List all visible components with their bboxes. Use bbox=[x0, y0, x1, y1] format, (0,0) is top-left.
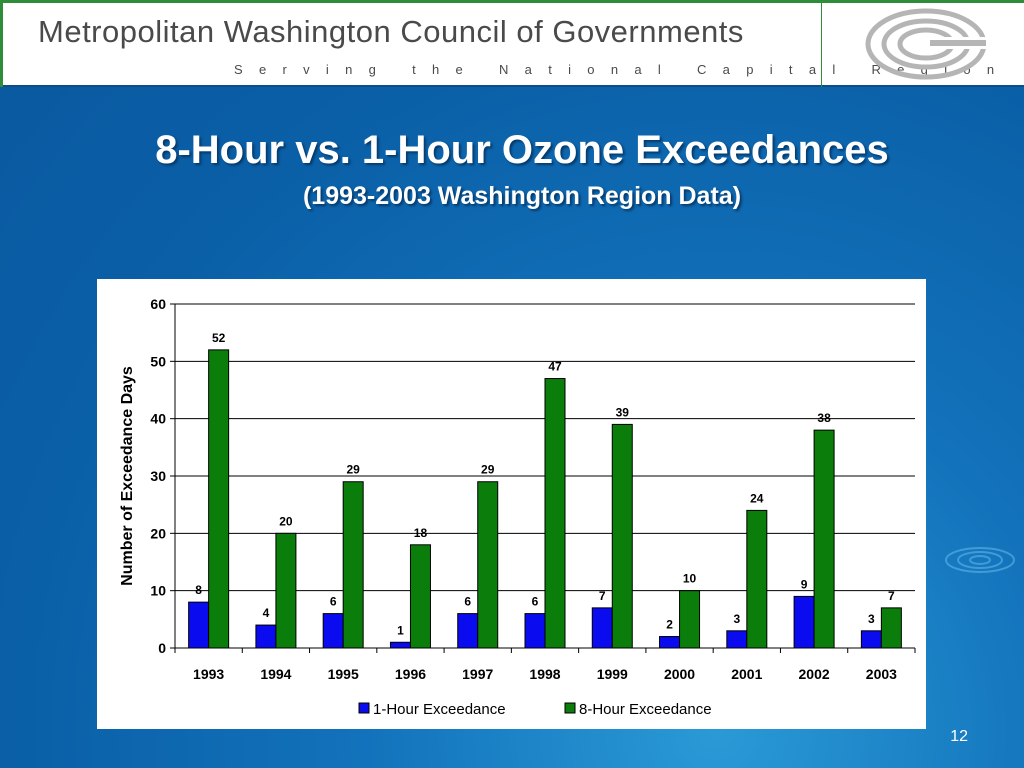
data-label: 6 bbox=[330, 595, 337, 609]
x-tick-label: 2000 bbox=[664, 666, 695, 682]
legend-label: 1-Hour Exceedance bbox=[373, 701, 506, 718]
data-label: 2 bbox=[666, 618, 673, 632]
x-tick-label: 2002 bbox=[799, 666, 830, 682]
y-tick-label: 30 bbox=[150, 468, 166, 484]
bar-one-hour bbox=[457, 613, 479, 649]
data-label: 24 bbox=[750, 491, 764, 505]
y-tick-label: 0 bbox=[158, 640, 166, 656]
bar-eight-hour bbox=[544, 378, 566, 649]
bar-eight-hour bbox=[208, 349, 230, 649]
slide-title: 8-Hour vs. 1-Hour Ozone Exceedances bbox=[155, 128, 889, 172]
data-label: 4 bbox=[263, 606, 270, 620]
water-ripple-decoration bbox=[945, 547, 1015, 573]
slide-subtitle: (1993-2003 Washington Region Data) bbox=[302, 182, 742, 210]
data-label: 3 bbox=[733, 612, 740, 626]
bar-eight-hour bbox=[880, 607, 902, 649]
header-divider bbox=[821, 3, 822, 87]
legend-label: 8-Hour Exceedance bbox=[579, 701, 712, 718]
x-tick-label: 1996 bbox=[395, 666, 426, 682]
data-label: 39 bbox=[616, 405, 630, 419]
data-label: 1 bbox=[397, 623, 404, 637]
data-label: 29 bbox=[347, 463, 361, 477]
data-label: 47 bbox=[548, 360, 562, 374]
data-label: 10 bbox=[683, 572, 697, 586]
data-label: 8 bbox=[195, 583, 202, 597]
bar-eight-hour bbox=[409, 544, 431, 649]
x-tick-label: 1997 bbox=[462, 666, 493, 682]
x-tick-label: 1995 bbox=[328, 666, 359, 682]
x-tick-label: 1993 bbox=[193, 666, 224, 682]
data-label: 7 bbox=[599, 589, 606, 603]
bar-one-hour bbox=[591, 607, 613, 649]
bar-eight-hour bbox=[679, 590, 701, 649]
bar-one-hour bbox=[524, 613, 546, 649]
bar-one-hour bbox=[860, 630, 882, 649]
header-top-rule bbox=[0, 0, 1024, 3]
bar-one-hour bbox=[726, 630, 748, 649]
organization-tagline: Serving the National Capital Region bbox=[234, 62, 1011, 77]
data-label: 6 bbox=[464, 595, 471, 609]
bar-one-hour bbox=[793, 595, 815, 649]
data-label: 9 bbox=[801, 577, 808, 591]
data-label: 7 bbox=[888, 589, 895, 603]
x-tick-label: 1999 bbox=[597, 666, 628, 682]
x-tick-label: 1998 bbox=[529, 666, 560, 682]
bar-one-hour bbox=[188, 601, 210, 649]
data-label: 38 bbox=[817, 411, 831, 425]
bar-eight-hour bbox=[611, 423, 633, 649]
data-label: 6 bbox=[532, 595, 539, 609]
y-tick-label: 20 bbox=[150, 525, 166, 541]
y-tick-label: 10 bbox=[150, 583, 166, 599]
bar-eight-hour bbox=[342, 481, 364, 649]
y-tick-label: 50 bbox=[150, 353, 166, 369]
x-tick-label: 2003 bbox=[866, 666, 897, 682]
x-tick-label: 2001 bbox=[731, 666, 762, 682]
data-label: 52 bbox=[212, 331, 226, 345]
bar-eight-hour bbox=[746, 509, 768, 649]
legend-swatch bbox=[564, 702, 576, 714]
page-number: 12 bbox=[950, 728, 968, 745]
bar-one-hour bbox=[322, 613, 344, 649]
legend-swatch bbox=[358, 702, 370, 714]
bar-eight-hour bbox=[813, 429, 835, 649]
cog-logo-icon bbox=[865, 8, 990, 80]
data-label: 20 bbox=[279, 514, 293, 528]
y-axis-title: Number of Exceedance Days bbox=[119, 366, 136, 586]
chart-panel: 0 10 20 30 40 50 60 Number of Exceedance Days 19… bbox=[97, 279, 926, 729]
data-label: 18 bbox=[414, 526, 428, 540]
x-tick-label: 1994 bbox=[260, 666, 291, 682]
bar-eight-hour bbox=[477, 481, 499, 649]
bar-one-hour bbox=[389, 641, 411, 649]
bar-eight-hour bbox=[275, 532, 297, 649]
header-left-rule bbox=[0, 0, 3, 87]
data-label: 3 bbox=[868, 612, 875, 626]
y-tick-label: 40 bbox=[150, 411, 166, 427]
bar-one-hour bbox=[659, 636, 681, 649]
organization-name: Metropolitan Washington Council of Gover… bbox=[38, 14, 744, 49]
y-tick-label: 60 bbox=[150, 296, 166, 312]
bar-one-hour bbox=[255, 624, 277, 649]
header-banner: Metropolitan Washington Council of Gover… bbox=[0, 0, 1024, 87]
data-label: 29 bbox=[481, 463, 495, 477]
